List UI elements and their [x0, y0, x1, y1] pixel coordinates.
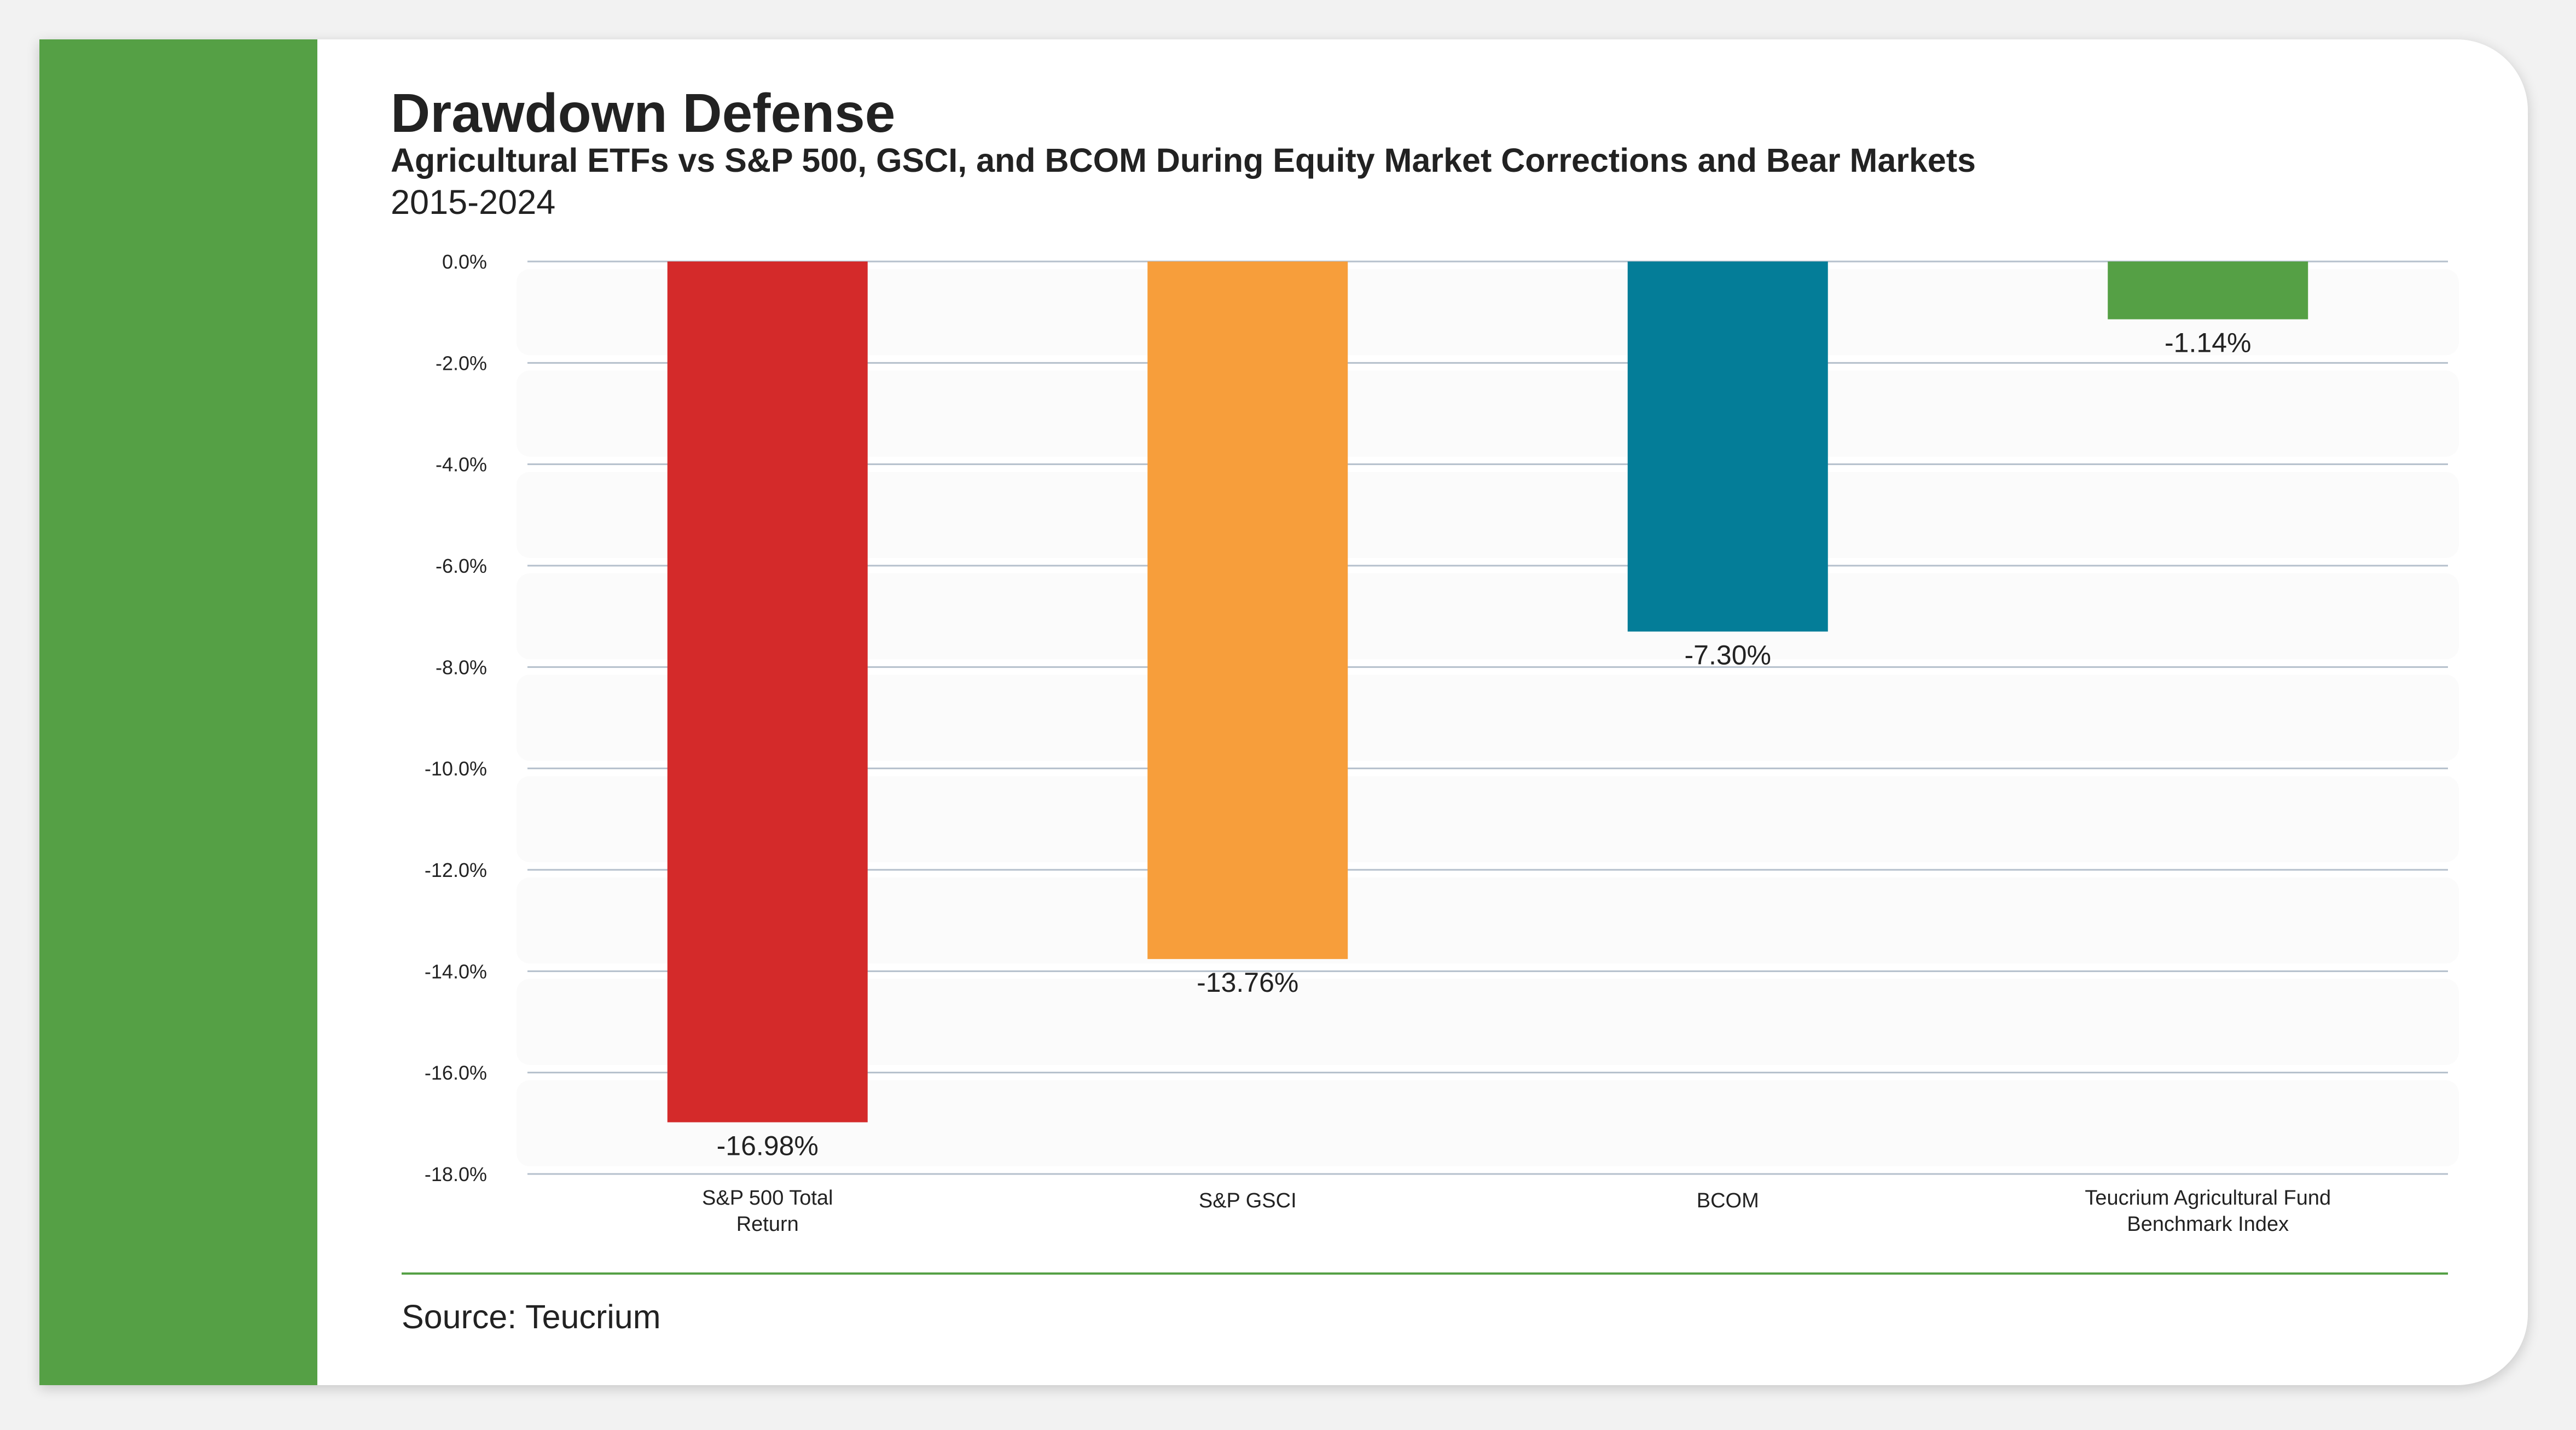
data-label: -7.30%: [1685, 640, 1771, 670]
data-label: -13.76%: [1197, 967, 1298, 998]
y-tick-label: -14.0%: [425, 960, 487, 983]
y-tick-label: -8.0%: [436, 656, 487, 678]
grid-band: [517, 1080, 2459, 1166]
grid-band: [517, 573, 2459, 660]
footer-divider: [402, 1272, 2448, 1275]
y-tick-label: -16.0%: [425, 1062, 487, 1084]
data-label: -16.98%: [717, 1130, 819, 1161]
x-tick-label-line: S&P GSCI: [1199, 1189, 1297, 1212]
x-tick-label-line: BCOM: [1697, 1189, 1759, 1212]
chart-card: Drawdown Defense Agricultural ETFs vs S&…: [39, 39, 2528, 1385]
grid-band: [517, 979, 2459, 1065]
data-label: -1.14%: [2165, 328, 2251, 358]
y-tick-label: -4.0%: [436, 454, 487, 476]
y-tick-label: -12.0%: [425, 859, 487, 881]
bar[interactable]: [1147, 261, 1348, 960]
accent-side-bar: [39, 39, 317, 1385]
grid-band: [517, 877, 2459, 964]
x-tick-label-line: S&P 500 Total: [702, 1187, 833, 1210]
grid-band: [517, 776, 2459, 862]
chart-period: 2015-2024: [391, 183, 556, 222]
bar[interactable]: [667, 261, 868, 1123]
x-tick-label-line: Teucrium Agricultural Fund: [2085, 1187, 2331, 1210]
y-tick-label: -18.0%: [425, 1163, 487, 1185]
y-tick-label: -10.0%: [425, 758, 487, 780]
y-tick-label: -6.0%: [436, 555, 487, 577]
source-note: Source: Teucrium: [402, 1298, 661, 1335]
grid-band: [517, 370, 2459, 457]
bar[interactable]: [1627, 261, 1828, 632]
y-tick-label: -2.0%: [436, 352, 487, 374]
grid-band: [517, 269, 2459, 356]
bar[interactable]: [2108, 261, 2308, 319]
x-tick-label: S&P GSCI: [1199, 1189, 1297, 1212]
grid-band: [517, 675, 2459, 761]
grid-band: [517, 472, 2459, 558]
bar-chart: 0.0% -2.0% -4.0% -6.0% -8.0% -10.0% -12.0% -14.…: [425, 251, 2459, 1236]
chart-subtitle: Agricultural ETFs vs S&P 500, GSCI, and …: [391, 142, 1976, 179]
x-tick-label-line: Benchmark Index: [2127, 1213, 2289, 1236]
x-tick-label-line: Return: [736, 1213, 799, 1236]
x-tick-label: S&P 500 Total Return: [702, 1187, 833, 1236]
y-tick-label: 0.0%: [442, 251, 487, 273]
chart-title: Drawdown Defense: [391, 83, 896, 144]
x-tick-label: Teucrium Agricultural Fund Benchmark Inde…: [2085, 1187, 2331, 1236]
x-tick-label: BCOM: [1697, 1189, 1759, 1212]
